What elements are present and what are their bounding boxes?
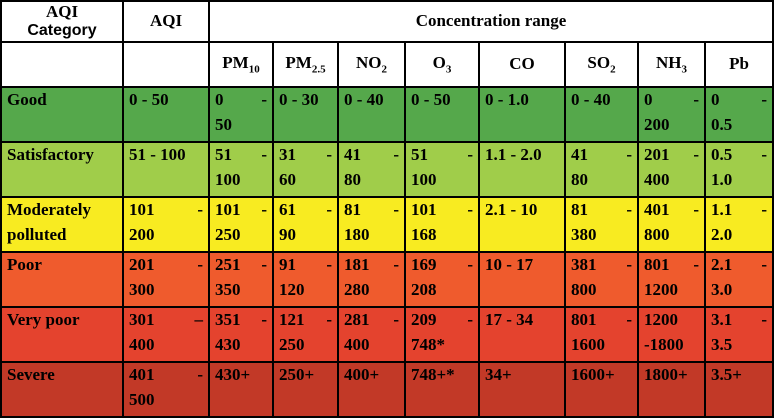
value-cell-o3: 169-208 — [404, 251, 480, 308]
value-cell-so2: 81-380 — [564, 196, 639, 253]
header-pollutant-no2: NO2 — [337, 41, 406, 88]
value-cell-pb: 2.1-3.0 — [704, 251, 774, 308]
header-pollutant-pb: Pb — [704, 41, 774, 88]
value-cell-nh3: 401-800 — [637, 196, 706, 253]
value-cell-o3: 209-748* — [404, 306, 480, 363]
value-cell-co: 2.1 - 10 — [478, 196, 566, 253]
value-cell-pm10: 251-350 — [208, 251, 274, 308]
header-empty-aqi — [122, 41, 210, 88]
value-cell-pm10: 351-430 — [208, 306, 274, 363]
header-aqi-category-line2: Category — [27, 22, 97, 40]
value-cell-so2: 801-1600 — [564, 306, 639, 363]
value-cell-o3: 101-168 — [404, 196, 480, 253]
category-cell: Very poor — [0, 306, 124, 363]
table-row-severe: Severe 401-500 430+ 250+ 400+ 748+* 34+ 1600+ 18… — [0, 361, 774, 418]
value-cell-nh3: 0-200 — [637, 86, 706, 143]
value-cell-so2: 381-800 — [564, 251, 639, 308]
value-cell-pb: 0-0.5 — [704, 86, 774, 143]
header-aqi-category: AQI Category — [0, 0, 124, 43]
value-cell-nh3: 801-1200 — [637, 251, 706, 308]
value-cell-nh3: 1800+ — [637, 361, 706, 418]
value-cell-pm10: 51-100 — [208, 141, 274, 198]
value-cell-no2: 400+ — [337, 361, 406, 418]
value-cell-pm25: 250+ — [272, 361, 339, 418]
value-cell-co: 10 - 17 — [478, 251, 566, 308]
aqi-range-cell: 51 - 100 — [122, 141, 210, 198]
value-cell-no2: 181-280 — [337, 251, 406, 308]
value-cell-so2: 41-80 — [564, 141, 639, 198]
category-cell: Moderately polluted — [0, 196, 124, 253]
header-aqi-category-line1: AQI — [45, 2, 79, 22]
value-cell-pm25: 61-90 — [272, 196, 339, 253]
value-cell-so2: 0 - 40 — [564, 86, 639, 143]
header-pollutant-o3: O3 — [404, 41, 480, 88]
value-cell-o3: 748+* — [404, 361, 480, 418]
value-cell-no2: 81-180 — [337, 196, 406, 253]
category-cell: Satisfactory — [0, 141, 124, 198]
value-cell-pm25: 31-60 — [272, 141, 339, 198]
header-row-pollutants: PM10 PM2.5 NO2 O3 CO SO2 NH3 Pb — [0, 41, 774, 88]
value-cell-o3: 51-100 — [404, 141, 480, 198]
header-pollutant-co: CO — [478, 41, 566, 88]
value-cell-pm25: 121-250 — [272, 306, 339, 363]
value-cell-nh3: 201-400 — [637, 141, 706, 198]
table-row-very-poor: Very poor 301–400 351-430 121-250 281-400 209… — [0, 306, 774, 363]
category-cell: Poor — [0, 251, 124, 308]
value-cell-pm25: 91-120 — [272, 251, 339, 308]
category-cell: Severe — [0, 361, 124, 418]
value-cell-nh3: 1200 -1800 — [637, 306, 706, 363]
value-cell-so2: 1600+ — [564, 361, 639, 418]
table-row-good: Good 0 - 50 0-50 0 - 30 0 - 40 0 - 50 0 - 1.0 0… — [0, 86, 774, 143]
value-cell-no2: 0 - 40 — [337, 86, 406, 143]
value-cell-o3: 0 - 50 — [404, 86, 480, 143]
value-cell-pm10: 0-50 — [208, 86, 274, 143]
value-cell-pb: 0.5-1.0 — [704, 141, 774, 198]
value-cell-co: 1.1 - 2.0 — [478, 141, 566, 198]
value-cell-pm10: 430+ — [208, 361, 274, 418]
value-cell-pm10: 101-250 — [208, 196, 274, 253]
value-cell-pb: 3.5+ — [704, 361, 774, 418]
aqi-range-cell: 0 - 50 — [122, 86, 210, 143]
value-cell-co: 0 - 1.0 — [478, 86, 566, 143]
header-aqi: AQI — [122, 0, 210, 43]
header-pollutant-so2: SO2 — [564, 41, 639, 88]
value-cell-pb: 1.1-2.0 — [704, 196, 774, 253]
header-row-primary: AQI Category AQI Concentration range — [0, 0, 774, 43]
value-cell-no2: 41-80 — [337, 141, 406, 198]
table-row-poor: Poor 201-300 251-350 91-120 181-280 169-208 10… — [0, 251, 774, 308]
header-concentration-range: Concentration range — [208, 0, 774, 43]
header-pollutant-pm25: PM2.5 — [272, 41, 339, 88]
header-empty-category — [0, 41, 124, 88]
header-pollutant-pm10: PM10 — [208, 41, 274, 88]
value-cell-pm25: 0 - 30 — [272, 86, 339, 143]
value-cell-pb: 3.1-3.5 — [704, 306, 774, 363]
table-row-moderately-polluted: Moderately polluted 101-200 101-250 61-90 81… — [0, 196, 774, 253]
table-row-satisfactory: Satisfactory 51 - 100 51-100 31-60 41-80 51-1… — [0, 141, 774, 198]
header-pollutant-nh3: NH3 — [637, 41, 706, 88]
value-cell-co: 17 - 34 — [478, 306, 566, 363]
value-cell-co: 34+ — [478, 361, 566, 418]
aqi-range-cell: 401-500 — [122, 361, 210, 418]
aqi-range-cell: 301–400 — [122, 306, 210, 363]
value-cell-no2: 281-400 — [337, 306, 406, 363]
category-cell: Good — [0, 86, 124, 143]
aqi-range-cell: 201-300 — [122, 251, 210, 308]
aqi-range-cell: 101-200 — [122, 196, 210, 253]
